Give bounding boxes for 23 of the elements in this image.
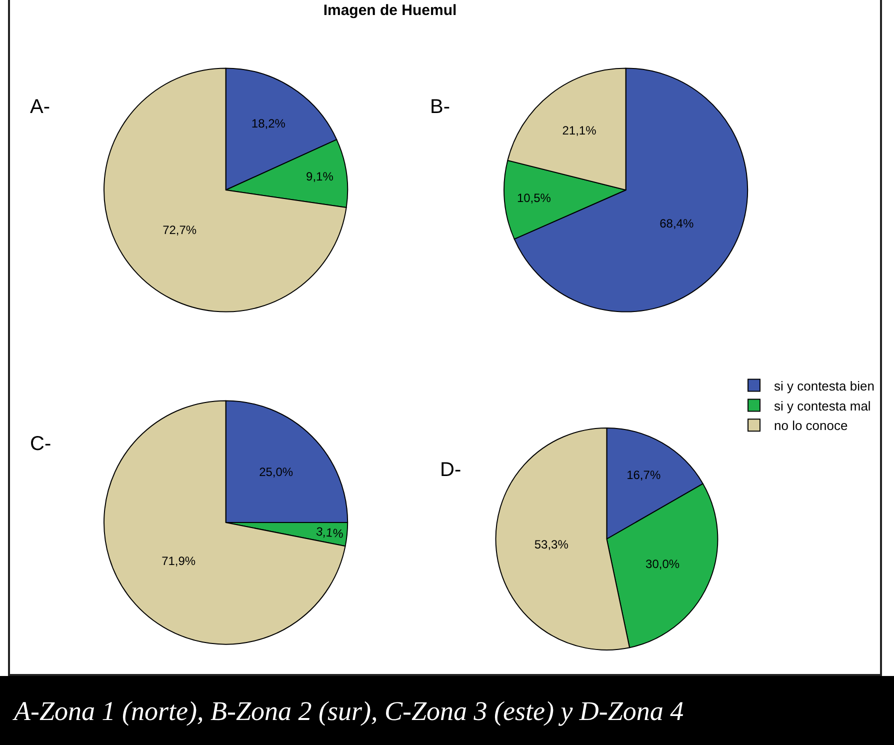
data-label: 16,7% <box>626 468 661 482</box>
data-label: 68,4% <box>660 216 694 230</box>
data-label: 10,5% <box>516 190 552 205</box>
data-label: 3,1% <box>315 524 344 541</box>
data-label: 9,1% <box>306 170 334 184</box>
data-label: 72,7% <box>162 222 197 237</box>
text: D- <box>440 459 462 481</box>
legend-label: no lo conoce <box>774 418 848 434</box>
text: A-Zona 1 (norte), B-Zona 2 (sur), C-Zona 3 (este) y D-Zona 4 <box>0 676 894 745</box>
pie-slice <box>104 68 347 312</box>
data-label: 30,0% <box>646 557 680 572</box>
data-label: 25,0% <box>259 465 294 480</box>
legend-label: si y contesta bien <box>774 378 874 394</box>
pie-slice <box>104 400 346 645</box>
text: Imagen de Huemul <box>322 2 458 19</box>
text: C- <box>30 433 52 455</box>
data-label: 18,2% <box>251 116 286 131</box>
data-label: 71,9% <box>162 554 196 568</box>
data-label: 21,1% <box>562 124 597 138</box>
data-label: 53,3% <box>534 538 569 552</box>
legend-label: si y contesta mal <box>774 398 871 414</box>
text: B- <box>430 96 450 118</box>
text: A- <box>30 96 50 118</box>
